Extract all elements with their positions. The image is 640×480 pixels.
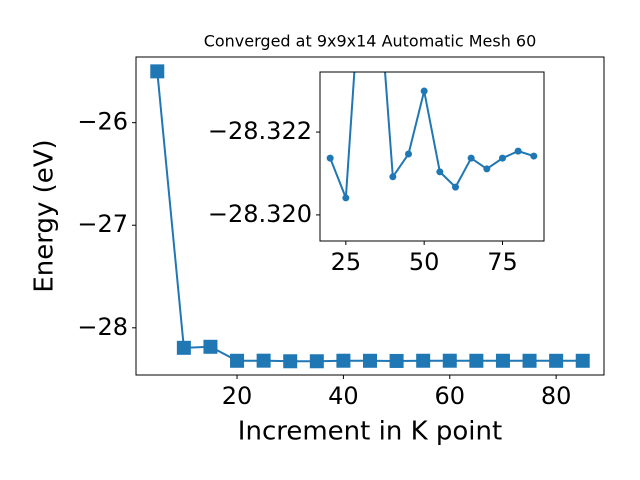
data-point bbox=[389, 353, 404, 368]
data-point bbox=[467, 154, 475, 162]
data-point bbox=[256, 353, 271, 368]
data-point bbox=[451, 183, 459, 191]
data-point bbox=[230, 353, 245, 368]
y-tick-label: −28 bbox=[77, 313, 128, 341]
chart-title: Converged at 9x9x14 Automatic Mesh 60 bbox=[204, 32, 537, 51]
data-point bbox=[363, 353, 377, 368]
data-point bbox=[203, 339, 218, 354]
x-tick-label: 40 bbox=[328, 382, 359, 410]
x-tick-label: 60 bbox=[434, 382, 465, 410]
data-point bbox=[495, 353, 510, 368]
x-axis-label: Increment in K point bbox=[238, 417, 502, 447]
data-point bbox=[389, 173, 397, 181]
data-point bbox=[326, 154, 334, 162]
data-point bbox=[514, 147, 522, 155]
data-point bbox=[336, 353, 351, 368]
data-point bbox=[420, 87, 428, 95]
data-point bbox=[436, 168, 444, 176]
x-tick-label: 80 bbox=[541, 382, 572, 410]
series bbox=[150, 64, 590, 369]
data-point bbox=[405, 150, 413, 158]
data-point bbox=[530, 152, 538, 160]
series bbox=[326, 72, 538, 202]
y-tick-label: −27 bbox=[77, 210, 128, 238]
data-point bbox=[469, 353, 484, 368]
axes-frame bbox=[135, 56, 605, 376]
data-point bbox=[442, 353, 457, 368]
x-tick-label: 50 bbox=[409, 248, 440, 276]
x-tick-label: 20 bbox=[222, 382, 253, 410]
y-tick-label: −26 bbox=[77, 108, 128, 136]
data-point bbox=[483, 165, 491, 173]
x-tick-label: 75 bbox=[487, 248, 518, 276]
data-point bbox=[549, 353, 564, 368]
y-tick-label: −28.320 bbox=[208, 200, 312, 228]
data-point bbox=[522, 353, 537, 368]
axes-frame bbox=[319, 71, 545, 242]
data-point bbox=[416, 353, 431, 368]
data-point bbox=[150, 64, 165, 79]
y-tick-label: −28.322 bbox=[208, 117, 312, 145]
data-point bbox=[575, 353, 590, 368]
data-point bbox=[283, 354, 298, 369]
data-point bbox=[309, 354, 324, 369]
data-point bbox=[498, 154, 506, 162]
data-point bbox=[176, 340, 191, 355]
y-axis-label: Energy (eV) bbox=[30, 139, 60, 292]
x-tick-label: 25 bbox=[331, 248, 362, 276]
data-point bbox=[342, 194, 350, 202]
